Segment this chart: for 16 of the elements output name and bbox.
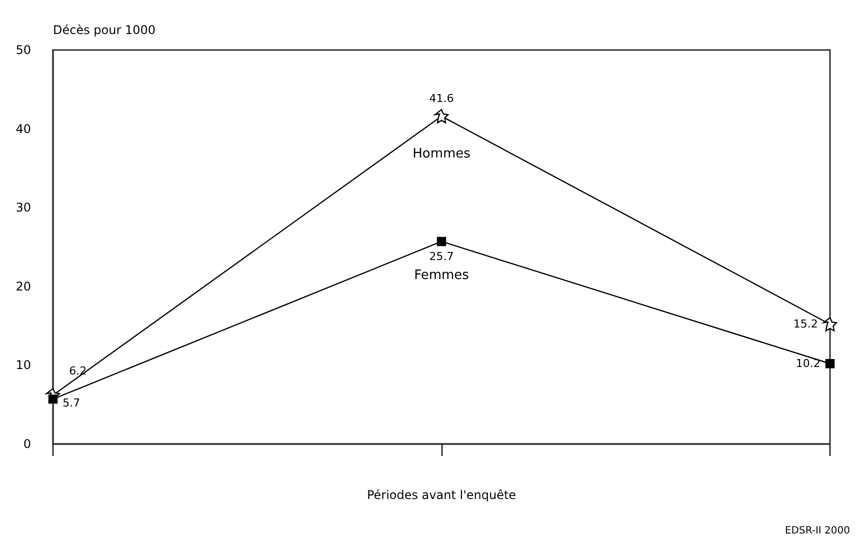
y-tick-label: 40 — [16, 122, 31, 136]
y-axis-title: Décès pour 1000 — [53, 23, 156, 37]
x-axis-title: Périodes avant l'enquête — [366, 488, 516, 502]
y-tick-label: 30 — [16, 200, 31, 215]
y-tick-label: 20 — [16, 279, 31, 294]
text: EDSR-II 2000 — [784, 526, 850, 536]
y-tick-label: 0 — [23, 437, 31, 451]
series-label: Hommes — [412, 146, 471, 162]
y-tick-label: 10 — [16, 358, 31, 372]
y-tick-label: 50 — [16, 43, 31, 57]
data-label: 5.7 — [62, 396, 80, 410]
data-label: 6.2 — [69, 364, 87, 378]
series-label: Femmes — [414, 268, 470, 283]
data-label: 41.6 — [429, 92, 454, 106]
data-label: 15.2 — [793, 318, 818, 331]
data-label: 25.7 — [429, 250, 454, 264]
